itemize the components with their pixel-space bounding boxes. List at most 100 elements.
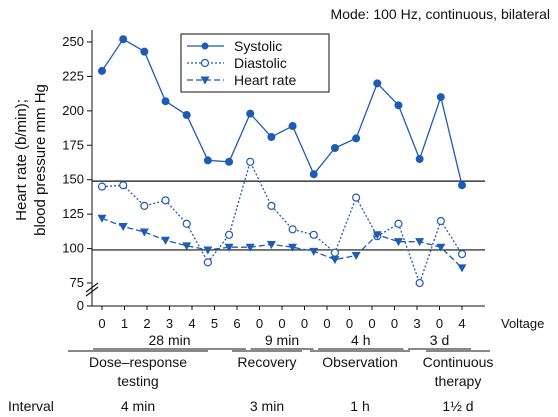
y-tick-label: 250 — [62, 34, 84, 49]
x-category-label: 1 — [121, 316, 128, 331]
heart-rate-point — [98, 215, 107, 223]
systolic-point — [395, 102, 402, 109]
systolic-point — [289, 123, 296, 130]
diastolic-point — [183, 220, 190, 227]
systolic-point — [99, 67, 106, 74]
diastolic-point — [353, 194, 360, 201]
interval-label: Interval — [8, 398, 54, 414]
legend: SystolicDiastolicHeart rate — [181, 34, 329, 92]
mode-label: Mode: 100 Hz, continuous, bilateral — [331, 6, 550, 22]
diastolic-point — [310, 231, 317, 238]
group-phase-name: therapy — [435, 373, 482, 389]
diastolic-point — [226, 231, 233, 238]
y-tick-label: 100 — [62, 241, 84, 256]
x-category-label: 5 — [211, 316, 218, 331]
reference-lines — [92, 181, 485, 250]
diastolic-point — [204, 259, 211, 266]
legend-marker — [202, 60, 209, 67]
x-category-label: 0 — [346, 316, 353, 331]
group-duration: 3 d — [430, 332, 449, 348]
heart-rate-point — [161, 237, 170, 245]
phase-groups: 28 min Dose–response testing 4 min 9 min Reco… — [68, 332, 493, 414]
y-axis-label-line-1: Heart rate (b/min); — [13, 99, 30, 221]
x-category-label: 6 — [233, 316, 240, 331]
x-category-label: 0 — [436, 316, 443, 331]
heart-rate-point — [119, 223, 128, 231]
x-category-label: 0 — [368, 316, 375, 331]
diastolic-point — [437, 218, 444, 225]
y-tick-label: 225 — [62, 68, 84, 83]
systolic-point — [353, 135, 360, 142]
group-interval: 4 min — [121, 398, 155, 414]
legend-label: Systolic — [234, 38, 282, 54]
heart-rate-point — [458, 264, 467, 272]
diastolic-point — [162, 197, 169, 204]
x-category-label: 3 — [413, 316, 420, 331]
systolic-point — [247, 110, 254, 117]
systolic-point — [204, 157, 211, 164]
series-line-1 — [102, 162, 462, 283]
x-category-label: 2 — [143, 316, 150, 331]
x-category-label: 0 — [98, 316, 105, 331]
y-tick-label: 75 — [70, 275, 84, 290]
diastolic-point — [268, 202, 275, 209]
group-interval: 3 min — [250, 398, 284, 414]
x-category-label: 0 — [256, 316, 263, 331]
legend-marker — [202, 43, 209, 50]
systolic-point — [374, 80, 381, 87]
x-category-label: 0 — [301, 316, 308, 331]
systolic-point — [268, 134, 275, 141]
legend-label: Heart rate — [234, 72, 296, 88]
diastolic-point — [99, 183, 106, 190]
group-interval: 1½ d — [442, 398, 473, 414]
group-interval: 1 h — [350, 398, 369, 414]
y-tick-label: 175 — [62, 137, 84, 152]
x-category-label: 3 — [166, 316, 173, 331]
group-phase-name: Dose–response — [89, 354, 187, 370]
y-tick-label: 125 — [62, 206, 84, 221]
group-phase-name: testing — [117, 373, 158, 389]
x-category-label: 0 — [278, 316, 285, 331]
diastolic-point — [141, 202, 148, 209]
diastolic-point — [120, 182, 127, 189]
group-phase-name: Observation — [322, 354, 397, 370]
systolic-point — [183, 111, 190, 118]
heart-rate-point — [352, 252, 361, 260]
diastolic-point — [416, 280, 423, 287]
y-ticks: 0 75 100 125 150 175 200 225 250 — [62, 34, 92, 313]
systolic-point — [310, 171, 317, 178]
x-axis-title: Voltage — [501, 316, 544, 331]
y-axis-label-line-2: blood pressure mm Hg — [32, 84, 49, 236]
systolic-point — [226, 158, 233, 165]
systolic-point — [120, 36, 127, 43]
systolic-point — [331, 145, 338, 152]
diastolic-point — [331, 249, 338, 256]
group-phase-name: Recovery — [237, 354, 296, 370]
systolic-point — [459, 182, 466, 189]
systolic-point — [416, 156, 423, 163]
diastolic-point — [459, 251, 466, 258]
group-duration: 9 min — [265, 332, 299, 348]
x-category-label: 0 — [323, 316, 330, 331]
y-tick-label: 0 — [77, 298, 84, 313]
group-duration: 4 h — [351, 332, 370, 348]
x-category-label: 4 — [188, 316, 195, 331]
systolic-point — [437, 94, 444, 101]
x-category-label: 0 — [391, 316, 398, 331]
y-tick-label: 150 — [62, 172, 84, 187]
systolic-point — [162, 98, 169, 105]
group-duration: 28 min — [148, 332, 190, 348]
diastolic-point — [395, 220, 402, 227]
x-category-label: 4 — [458, 316, 465, 331]
legend-label: Diastolic — [234, 55, 287, 71]
systolic-point — [141, 48, 148, 55]
series-line-2 — [102, 218, 462, 268]
diastolic-point — [247, 158, 254, 165]
y-tick-label: 200 — [62, 103, 84, 118]
group-phase-name: Continuous — [423, 354, 494, 370]
heart-rate-point — [330, 256, 339, 264]
diastolic-point — [289, 226, 296, 233]
heart-rate-point — [309, 248, 318, 256]
